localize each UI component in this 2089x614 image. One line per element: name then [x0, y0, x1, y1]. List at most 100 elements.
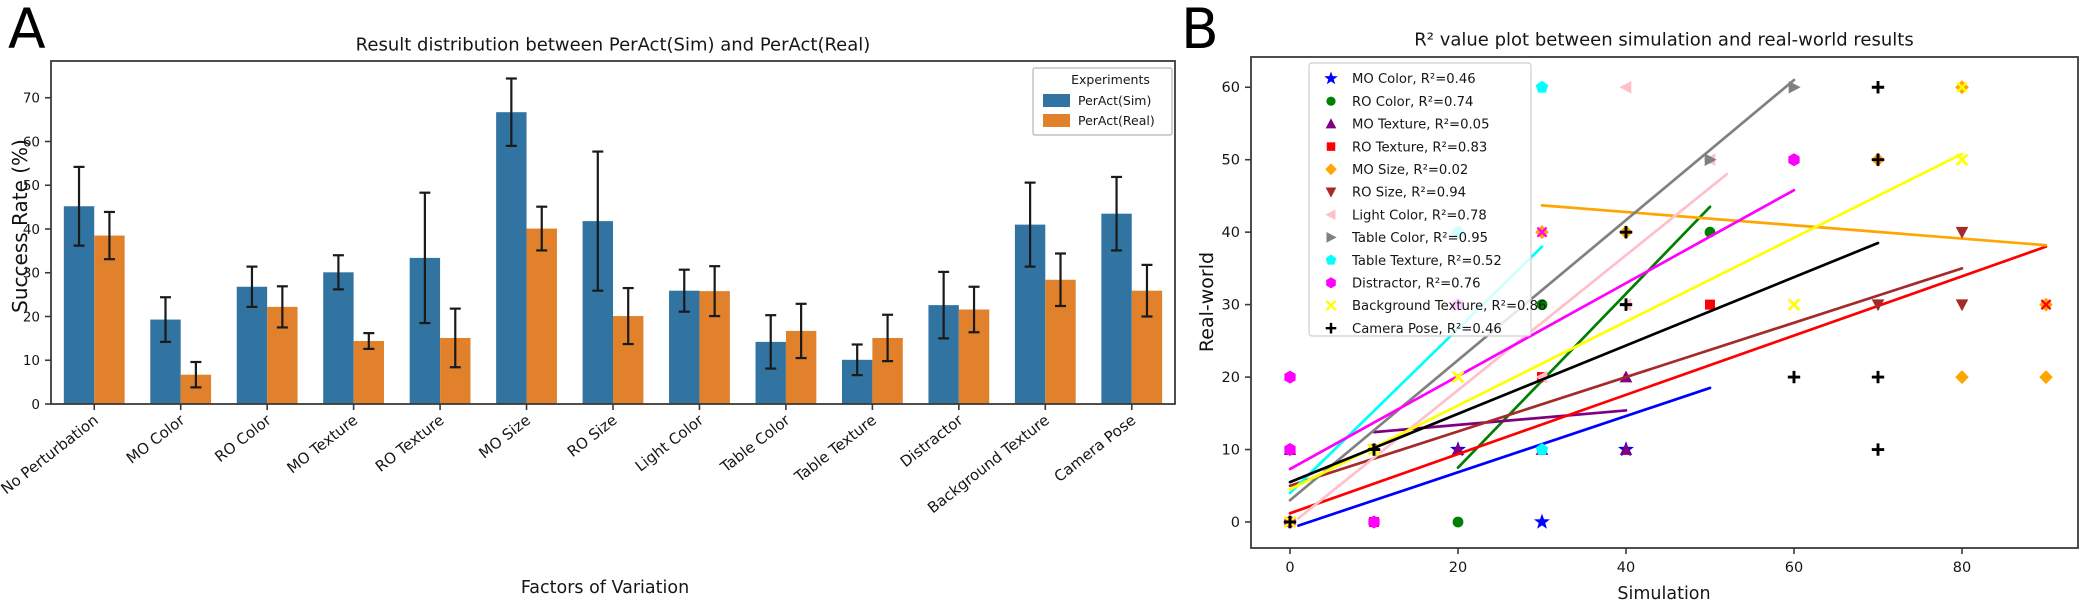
y-tick-label: 40	[1222, 225, 1240, 241]
scatter-point-Background Texture	[1787, 298, 1801, 311]
scatter-point-Table Texture	[1535, 80, 1549, 93]
legend-marker-RO Texture	[1326, 142, 1336, 151]
scatter-point-Distractor	[1368, 515, 1380, 529]
x-tick-label: Distractor	[897, 410, 967, 470]
x-tick-label: RO Texture	[372, 411, 448, 476]
panel-a-axes-frame	[50, 60, 1176, 405]
legend-marker-Light Color	[1325, 209, 1336, 221]
scatter-point-MO Texture	[1619, 442, 1633, 455]
scatter-point-Light Color	[1619, 80, 1632, 94]
legend-marker-Light Color	[1325, 209, 1336, 221]
y-tick-label: 50	[1222, 153, 1240, 169]
scatter-point-Table Color	[1788, 80, 1801, 94]
legend-marker-RO Size	[1325, 187, 1337, 198]
legend-marker-Distractor	[1326, 277, 1336, 289]
y-tick-label: 20	[23, 309, 40, 325]
x-tick-label: Camera Pose	[1051, 411, 1140, 486]
legend-marker-MO Color	[1324, 71, 1338, 85]
panel-b-letter: B	[1181, 0, 1219, 61]
fit-line-MO Color	[1297, 386, 1712, 527]
scatter-point-RO Color	[1536, 299, 1548, 311]
x-tick-label: RO Color	[211, 410, 275, 465]
panel-a-title: Result distribution between PerAct(Sim) …	[355, 34, 871, 56]
fit-line-Camera Pose	[1288, 241, 1880, 484]
legend-entry-label: RO Size, R²=0.94	[1352, 186, 1466, 201]
overlap-glyph	[1536, 226, 1548, 238]
scatter-point-Distractor	[1788, 153, 1800, 167]
legend-entry-label: RO Texture, R²=0.83	[1352, 140, 1487, 155]
scatter-point-RO Color	[1452, 516, 1464, 528]
legend-marker-MO Size	[1325, 163, 1337, 176]
x-tick-label: Light Color	[632, 410, 708, 475]
y-tick-label: 10	[23, 353, 40, 369]
scatter-point-Background Texture	[1787, 298, 1801, 311]
y-tick-label: 20	[1222, 370, 1240, 386]
bar-PerAct(Real)	[353, 341, 385, 404]
legend-marker-RO Color	[1326, 96, 1336, 106]
scatter-point-Camera Pose	[1787, 370, 1801, 384]
overlap-glyph	[2040, 299, 2052, 311]
legend-marker-RO Color	[1326, 96, 1336, 106]
scatter-point-RO Color	[1536, 299, 1548, 311]
scatter-point-Table Texture	[1535, 442, 1549, 455]
scatter-point-MO Size	[2039, 370, 2053, 385]
scatter-point-MO Color	[1534, 513, 1550, 529]
legend-marker-Table Color	[1326, 232, 1337, 243]
y-tick-label: 30	[1222, 298, 1240, 314]
scatter-point-Camera Pose	[1871, 443, 1885, 456]
scatter-point-Table Texture	[1535, 442, 1549, 455]
y-tick-label: 40	[23, 222, 40, 238]
scatter-point-Table Color	[1704, 153, 1717, 166]
fit-line-Background Texture	[1288, 152, 1964, 491]
legend-entry-label: MO Size, R²=0.02	[1352, 163, 1468, 178]
scatter-point-Light Color	[1535, 370, 1548, 384]
scatter-point-Camera Pose	[1619, 298, 1633, 311]
scatter-point-Light Color	[1619, 80, 1632, 94]
overlap-glyph	[1956, 81, 1968, 93]
legend-marker-MO Texture	[1325, 118, 1337, 129]
scatter-point-Background Texture	[1451, 370, 1465, 384]
legend-marker-MO Size	[1325, 163, 1337, 176]
panel-a-yaxis-label: Success Rate (%)	[8, 139, 32, 313]
legend-marker-Table Texture	[1325, 254, 1337, 265]
scatter-point-RO Size	[1871, 299, 1885, 312]
scatter-point-Distractor	[1284, 443, 1296, 457]
fit-line-Table Color	[1288, 78, 1796, 502]
legend-marker-MO Color	[1324, 71, 1338, 85]
x-tick-label: No Perturbation	[0, 411, 102, 498]
scatter-point-Camera Pose	[1871, 370, 1885, 384]
scatter-point-Camera Pose	[1871, 81, 1885, 94]
x-tick-label: MO Size	[475, 411, 534, 462]
legend-marker-Background Texture	[1325, 300, 1337, 311]
fit-line-MO Texture	[1372, 409, 1628, 434]
legend-entry-label: Camera Pose, R²=0.46	[1352, 322, 1502, 337]
scatter-point-Table Color	[1704, 153, 1717, 166]
scatter-point-Distractor	[1284, 443, 1296, 457]
legend-entry-label: Distractor, R²=0.76	[1352, 277, 1481, 292]
scatter-point-Table Texture	[1535, 80, 1549, 93]
x-tick-label: 80	[1953, 560, 1971, 576]
scatter-point-RO Color	[1452, 516, 1464, 528]
fit-line-RO Size	[1288, 267, 1964, 488]
legend-entry-label: PerAct(Real)	[1078, 113, 1155, 128]
scatter-point-RO Size	[1955, 226, 1969, 239]
legend-entry-label: PerAct(Sim)	[1078, 93, 1151, 108]
scatter-point-Camera Pose	[1871, 81, 1885, 94]
y-tick-label: 30	[23, 266, 40, 282]
scatter-point-Camera Pose	[1619, 225, 1633, 239]
legend-marker-RO Texture	[1326, 142, 1336, 151]
fit-line-RO Color	[1456, 205, 1712, 470]
scatter-point-Camera Pose	[1787, 370, 1801, 384]
overlap-glyph	[2040, 299, 2052, 311]
x-tick-label: MO Color	[123, 410, 189, 467]
y-tick-label: 60	[1222, 80, 1240, 96]
fit-line-Distractor	[1288, 188, 1796, 471]
legend-swatch-PerAct(Sim)	[1043, 94, 1070, 107]
scatter-point-RO Size	[1955, 226, 1969, 239]
y-tick-label: 50	[23, 178, 40, 194]
legend-marker-Distractor	[1326, 277, 1336, 289]
x-tick-label: Table Color	[716, 410, 794, 476]
legend-entry-label: Light Color, R²=0.78	[1352, 208, 1487, 223]
legend-entry-label: Table Color, R²=0.95	[1351, 231, 1488, 246]
